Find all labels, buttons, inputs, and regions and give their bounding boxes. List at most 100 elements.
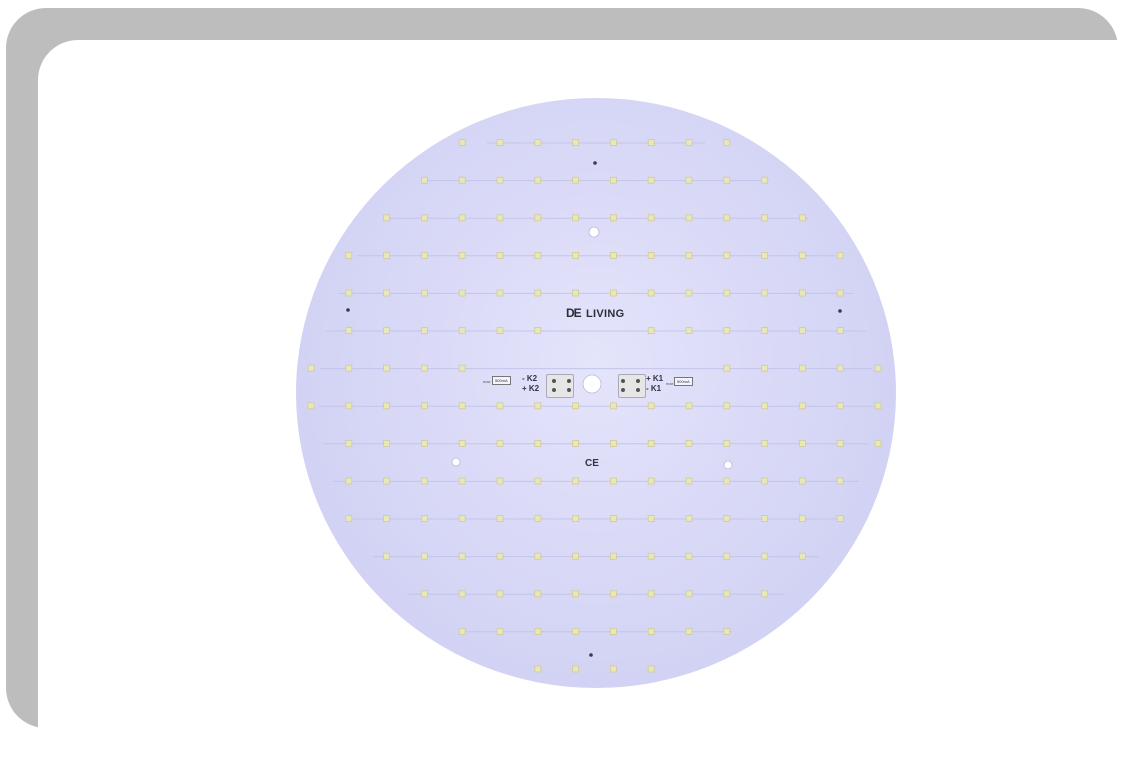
led-chip xyxy=(685,251,693,259)
led-chip xyxy=(458,176,466,184)
led-chip xyxy=(836,327,844,335)
led-chip xyxy=(534,439,542,447)
mounting-hole xyxy=(723,460,733,470)
led-chip xyxy=(496,214,504,222)
led-chip xyxy=(609,214,617,222)
led-chip xyxy=(836,515,844,523)
led-chip xyxy=(383,515,390,523)
led-chip xyxy=(609,251,617,259)
led-chip xyxy=(723,628,731,635)
led-chip xyxy=(345,251,353,259)
led-chip xyxy=(496,289,504,297)
led-chip xyxy=(609,665,617,673)
led-chip xyxy=(647,552,655,560)
led-chip xyxy=(572,176,580,184)
brand-mark: DE xyxy=(566,306,582,320)
led-chip xyxy=(383,477,390,485)
led-chip xyxy=(572,251,580,259)
led-chip xyxy=(836,477,844,485)
led-chip xyxy=(685,477,693,485)
led-chip xyxy=(761,402,769,410)
led-chip xyxy=(345,477,353,485)
led-chip xyxy=(685,515,693,523)
led-chip xyxy=(647,665,655,673)
led-chip xyxy=(874,402,882,410)
led-chip xyxy=(458,402,466,410)
led-chip xyxy=(345,439,353,447)
led-chip xyxy=(647,139,655,146)
led-chip xyxy=(534,251,542,259)
led-chip xyxy=(723,552,731,560)
led-chip xyxy=(723,214,731,222)
led-chip xyxy=(383,327,390,335)
led-chip xyxy=(383,214,390,222)
led-chip xyxy=(836,364,844,372)
led-chip xyxy=(421,251,428,259)
led-chip xyxy=(798,289,806,297)
led-chip xyxy=(572,515,580,523)
led-chip xyxy=(534,176,542,184)
led-chip xyxy=(723,176,731,184)
led-chip xyxy=(534,289,542,297)
led-chip xyxy=(761,515,769,523)
led-chip xyxy=(421,327,428,335)
led-chip xyxy=(345,364,353,372)
led-chip xyxy=(609,176,617,184)
led-chip xyxy=(383,251,390,259)
led-chip xyxy=(572,590,580,598)
led-chip xyxy=(458,139,466,146)
led-chip xyxy=(496,628,504,635)
led-chip xyxy=(534,327,542,335)
led-chip xyxy=(496,552,504,560)
led-chip xyxy=(723,251,731,259)
led-chip xyxy=(685,552,693,560)
led-chip xyxy=(496,327,504,335)
led-chip xyxy=(421,552,428,560)
led-chip xyxy=(761,251,769,259)
led-chip xyxy=(761,176,769,184)
led-chip xyxy=(307,364,315,372)
led-chip xyxy=(572,477,580,485)
led-chip xyxy=(534,214,542,222)
led-chip xyxy=(798,477,806,485)
led-chip xyxy=(496,515,504,523)
led-chip xyxy=(647,515,655,523)
led-chip xyxy=(421,402,428,410)
led-chip xyxy=(496,139,504,146)
led-chip xyxy=(685,289,693,297)
led-chip xyxy=(723,515,731,523)
led-chip xyxy=(383,364,390,372)
led-chip xyxy=(421,364,428,372)
via-dot xyxy=(838,309,842,313)
led-chip xyxy=(647,402,655,410)
led-chip xyxy=(798,515,806,523)
led-chip xyxy=(609,515,617,523)
led-chip xyxy=(458,628,466,635)
led-chip xyxy=(761,590,769,598)
led-chip xyxy=(609,628,617,635)
led-chip xyxy=(345,327,353,335)
led-chip xyxy=(572,552,580,560)
led-chip xyxy=(798,214,806,222)
led-chip xyxy=(798,439,806,447)
led-chip xyxy=(723,327,731,335)
max-label-right: max xyxy=(666,381,674,386)
led-chip xyxy=(761,439,769,447)
led-chip xyxy=(534,665,542,673)
k1-minus-label: - K1 xyxy=(646,384,662,393)
led-chip xyxy=(609,477,617,485)
led-chip xyxy=(496,176,504,184)
led-chip xyxy=(798,552,806,560)
led-chip xyxy=(534,515,542,523)
led-chip xyxy=(761,327,769,335)
led-chip xyxy=(761,214,769,222)
led-chip xyxy=(383,289,390,297)
led-chip xyxy=(647,214,655,222)
led-chip xyxy=(723,590,731,598)
led-chip xyxy=(761,477,769,485)
led-chip xyxy=(421,477,428,485)
led-chip xyxy=(421,289,428,297)
led-chip xyxy=(685,176,693,184)
led-chip xyxy=(798,251,806,259)
led-chip xyxy=(421,176,428,184)
